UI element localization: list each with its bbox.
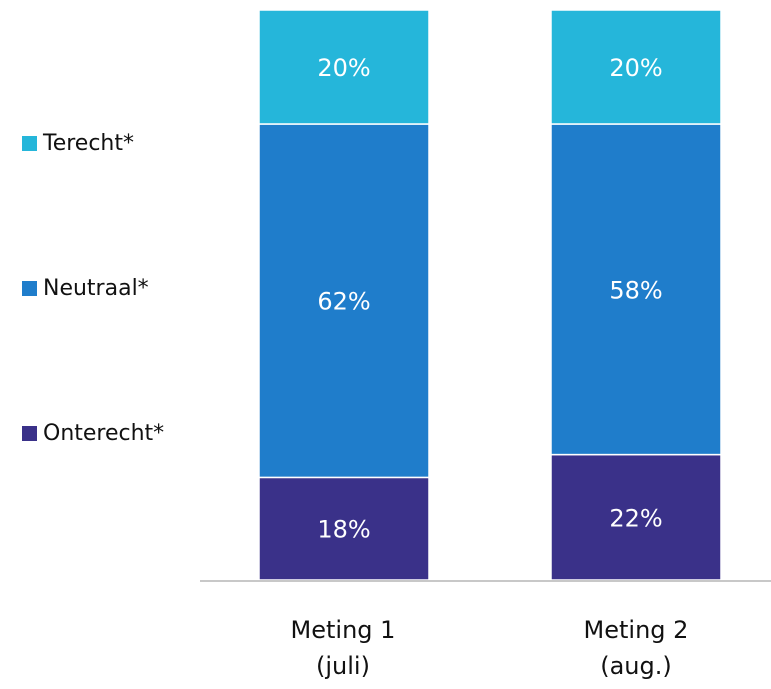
legend-item-neutraal: Neutraal* [22,268,222,308]
legend-label-terecht: Terecht* [43,130,134,156]
data-label-onterecht-2: 22% [609,504,662,532]
legend-item-onterecht: Onterecht* [22,413,222,453]
data-label-neutraal-2: 58% [609,276,662,304]
data-label-neutraal-1: 62% [317,288,370,316]
x-tick-label-meting-2-main: Meting 2 [583,616,689,644]
x-tick-label-meting-2: Meting 2 (aug.) [546,612,726,684]
bar-segment-terecht-2 [550,9,722,125]
bar-segment-terecht-1 [258,9,430,125]
x-tick-label-meting-1-main: Meting 1 [290,616,396,644]
legend-swatch-onterecht [22,425,37,441]
legend-item-terecht: Terecht* [22,123,222,163]
x-tick-label-meting-1: Meting 1 (juli) [253,612,433,684]
bars-layer: 18% 62% 20% 22% 58% 20% [258,9,722,581]
bar-segment-onterecht-2 [550,453,722,581]
legend-swatch-terecht [22,135,37,151]
data-label-terecht-1: 20% [317,54,370,82]
data-label-terecht-2: 20% [609,54,662,82]
data-label-onterecht-1: 18% [317,516,370,544]
legend-swatch-neutraal [22,280,37,296]
bar-segment-neutraal-2 [550,123,722,456]
x-tick-label-meting-2-sub: (aug.) [600,652,672,680]
legend-label-onterecht: Onterecht* [43,420,165,446]
bar-segment-onterecht-1 [258,476,430,581]
legend-label-neutraal: Neutraal* [43,275,149,301]
x-tick-label-meting-1-sub: (juli) [316,652,370,680]
bar-segment-neutraal-1 [258,123,430,479]
